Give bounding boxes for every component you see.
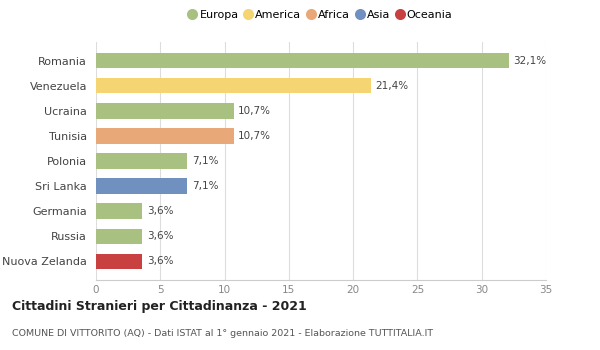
Bar <box>96 229 142 244</box>
Text: 3,6%: 3,6% <box>147 257 173 266</box>
Bar <box>96 203 142 219</box>
Text: 21,4%: 21,4% <box>376 81 409 91</box>
Legend: Europa, America, Africa, Asia, Oceania: Europa, America, Africa, Asia, Oceania <box>187 7 455 22</box>
Text: 10,7%: 10,7% <box>238 106 271 116</box>
Bar <box>96 53 509 68</box>
Text: 3,6%: 3,6% <box>147 231 173 241</box>
Text: 7,1%: 7,1% <box>192 156 218 166</box>
Text: 10,7%: 10,7% <box>238 131 271 141</box>
Text: 3,6%: 3,6% <box>147 206 173 216</box>
Text: Cittadini Stranieri per Cittadinanza - 2021: Cittadini Stranieri per Cittadinanza - 2… <box>12 300 307 313</box>
Text: COMUNE DI VITTORITO (AQ) - Dati ISTAT al 1° gennaio 2021 - Elaborazione TUTTITAL: COMUNE DI VITTORITO (AQ) - Dati ISTAT al… <box>12 329 433 338</box>
Bar <box>96 178 187 194</box>
Bar <box>96 153 187 169</box>
Text: 32,1%: 32,1% <box>513 56 547 65</box>
Text: 7,1%: 7,1% <box>192 181 218 191</box>
Bar <box>96 128 233 144</box>
Bar <box>96 78 371 93</box>
Bar <box>96 254 142 269</box>
Bar <box>96 103 233 119</box>
